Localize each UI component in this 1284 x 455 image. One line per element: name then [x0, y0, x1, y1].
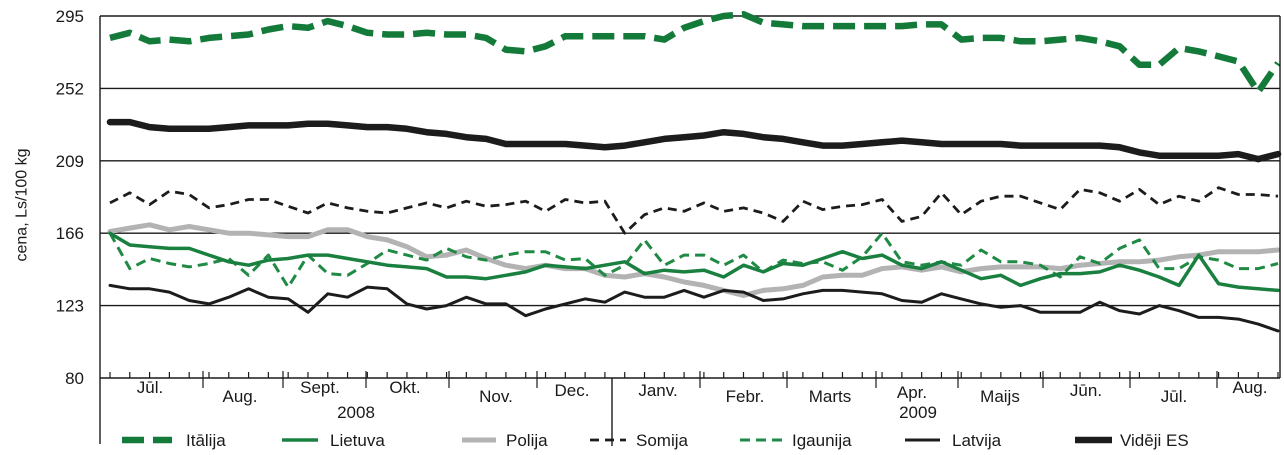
series-line-polija: [107, 222, 1281, 298]
year-label: 2009: [899, 403, 937, 422]
x-tick-label: Janv.: [638, 381, 677, 400]
legend-item-somija: Somija: [590, 431, 689, 450]
legend-item-latvija: Latvija: [905, 431, 1002, 450]
x-tick-label: Marts: [809, 387, 852, 406]
y-tick-label: 252: [56, 79, 84, 98]
x-tick-label: Maijs: [980, 387, 1020, 406]
legend-item-videji-es: Vidēji ES: [1075, 431, 1189, 450]
axes: 295 252 209 166 123 80 Jūl. Aug. Sept. Okt. Nov. De…: [56, 7, 1281, 446]
series-line-videji-es: [106, 118, 1282, 163]
legend-item-lietuva: Lietuva: [282, 431, 385, 450]
x-tick-label: Dec.: [555, 381, 590, 400]
legend: Itālija Lietuva Polija Somija Igaunija Latvij…: [122, 431, 1189, 450]
legend-label: Somija: [636, 431, 689, 450]
x-tick-label: Okt.: [389, 378, 420, 397]
legend-label: Polija: [506, 431, 548, 450]
y-axis-label: cena, Ls/100 kg: [14, 149, 31, 262]
x-tick-label: Jūl.: [137, 378, 163, 397]
legend-label: Igaunija: [792, 431, 852, 450]
legend-item-igaunija: Igaunija: [740, 431, 852, 450]
x-tick-label: Aug.: [223, 387, 258, 406]
x-tick-label: Sept.: [300, 378, 340, 397]
series-lines: [106, 11, 1282, 333]
x-tick-label: Febr.: [726, 387, 765, 406]
legend-item-italija: Itālija: [122, 431, 226, 450]
y-tick-label: 166: [56, 224, 84, 243]
legend-label: Latvija: [952, 431, 1002, 450]
y-tick-label: 295: [56, 7, 84, 26]
series-line-latvija: [108, 283, 1280, 333]
x-tick-label: Apr.: [897, 383, 927, 402]
legend-label: Vidēji ES: [1120, 431, 1189, 450]
x-tick-label: Aug.: [1233, 378, 1268, 397]
legend-label: Lietuva: [330, 431, 385, 450]
series-line-igaunija: [108, 231, 1279, 289]
series-line-lietuva: [108, 231, 1280, 293]
x-tick-label: Jūn.: [1070, 381, 1102, 400]
year-label: 2008: [337, 403, 375, 422]
legend-item-polija: Polija: [462, 431, 548, 450]
gridlines: [100, 15, 1280, 379]
legend-label: Itālija: [186, 431, 226, 450]
series-line-italija: [109, 11, 1281, 96]
x-tick-label: Jūl.: [1161, 387, 1187, 406]
y-tick-label: 209: [56, 152, 84, 171]
series-line-somija: [109, 186, 1279, 235]
y-tick-label: 123: [56, 297, 84, 316]
x-tick-label: Nov.: [479, 387, 513, 406]
y-tick-label: 80: [65, 369, 84, 388]
